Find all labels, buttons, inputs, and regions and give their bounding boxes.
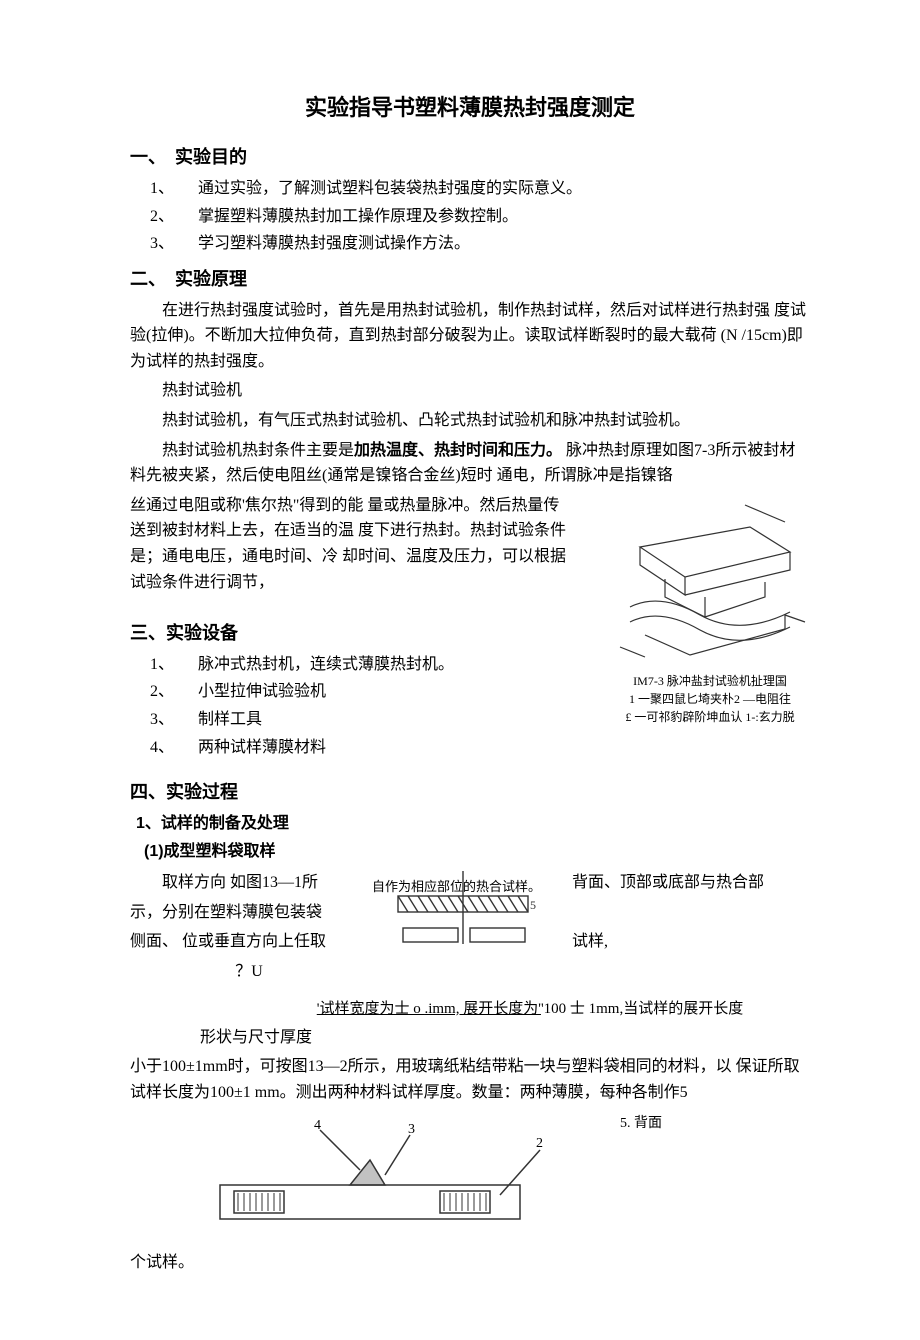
paragraph: 热封试验机 <box>130 378 810 404</box>
paragraph: 在进行热封强度试验时，首先是用热封试验机，制作热封试样，然后对试样进行热封强 度… <box>130 298 810 375</box>
section-4-heading: 四、实验过程 <box>130 778 810 807</box>
sample-strip-icon: 4 3 2 <box>210 1115 550 1235</box>
svg-text:3: 3 <box>408 1122 415 1137</box>
text: 个试样。 <box>130 1250 810 1276</box>
doc-title: 实验指导书塑料薄膜热封强度测定 <box>130 90 810 125</box>
list-num: 1、 <box>150 652 198 678</box>
text: 试样, <box>572 929 810 955</box>
list-num: 2、 <box>150 679 198 705</box>
list-num: 1、 <box>150 176 198 202</box>
mid-text: 自作为相应部位的热合试样。 <box>372 877 562 898</box>
list-num: 4、 <box>150 735 198 761</box>
figure-caption: 5. 背面 <box>620 1113 662 1135</box>
page: 实验指导书塑料薄膜热封强度测定 一、 实验目的 1、通过实验，了解测试塑料包装袋… <box>0 0 920 1340</box>
figure-13-2: 5. 背面 4 3 2 <box>210 1115 810 1244</box>
list-item: 2、掌握塑料薄膜热封加工操作原理及参数控制。 <box>150 204 810 230</box>
figure-caption: IM7-3 脉冲盐封试验机扯理国 <box>610 672 810 690</box>
figure-7-3: IM7-3 脉冲盐封试验机扯理国 1 一聚四鼠匕埼夹朴2 —电阻往 £ 一可祁豹… <box>610 497 810 726</box>
paragraph: 小于100±1mm时，可按图13—2所示，用玻璃纸粘结带粘一块与塑料袋相同的材料… <box>130 1054 810 1105</box>
list-item: 3、学习塑料薄膜热封强度测试操作方法。 <box>150 231 810 257</box>
list-text: 两种试样薄膜材料 <box>198 735 326 761</box>
list-text: 制样工具 <box>198 707 262 733</box>
list-num: 3、 <box>150 707 198 733</box>
subheading: (1)成型塑料袋取样 <box>144 839 810 865</box>
list-item: 1、通过实验，了解测试塑料包装袋热封强度的实际意义。 <box>150 176 810 202</box>
underline-text: .imm, 展开长度为' <box>424 1001 540 1017</box>
svg-text:4: 4 <box>314 1118 321 1133</box>
list-item: 2、小型拉伸试验验机 <box>150 679 600 705</box>
figure-caption: 1 一聚四鼠匕埼夹朴2 —电阻往 <box>610 690 810 708</box>
svg-text:5: 5 <box>530 898 536 912</box>
paragraph: 热封试验机热封条件主要是加热温度、热封时间和压力。 脉冲热封原理如图7-3所示被… <box>130 438 810 489</box>
list-item: 1、脉冲式热封机，连续式薄膜热封机。 <box>150 652 600 678</box>
spec-line: '试样宽度为士 o .imm, 展开长度为''100 士 1mm,当试样的展开长… <box>250 997 810 1021</box>
bold-text: 加热温度、热封时间和压力。 <box>354 442 562 459</box>
text: '100 士 1mm,当试样的展开长度 <box>541 1001 743 1017</box>
text: 热封试验机热封条件主要是 <box>162 442 354 459</box>
list-text: 学习塑料薄膜热封强度测试操作方法。 <box>198 231 470 257</box>
list-text: 脉冲式热封机，连续式薄膜热封机。 <box>198 652 454 678</box>
list-text: 小型拉伸试验验机 <box>198 679 326 705</box>
section-2-heading: 二、 实验原理 <box>130 265 810 294</box>
list-num: 2、 <box>150 204 198 230</box>
wrapped-text-row: 取样方向 如图13—1所 示，分别在塑料薄膜包装袋 侧面、 位或垂直方向上任取 … <box>130 866 810 988</box>
text: 侧面、 位或垂直方向上任取 <box>130 929 368 955</box>
machine-diagram-icon <box>610 497 810 667</box>
text: 示，分别在塑料薄膜包装袋 <box>130 900 368 926</box>
text: 形状与尺寸厚度 <box>200 1025 810 1051</box>
list-item: 4、两种试样薄膜材料 <box>150 735 810 761</box>
figure-13-1: 5 自作为相应部位的热合试样。 <box>368 866 572 927</box>
list-item: 3、制样工具 <box>150 707 600 733</box>
section-1-heading: 一、 实验目的 <box>130 143 810 172</box>
list-text: 通过实验，了解测试塑料包装袋热封强度的实际意义。 <box>198 176 582 202</box>
text: ？U <box>130 959 368 985</box>
text: 示，分别在塑料薄膜包装袋 <box>130 904 322 921</box>
svg-text:2: 2 <box>536 1136 543 1151</box>
figure-caption: £ 一可祁豹辟阶坤血认 1-:玄力脱 <box>610 708 810 726</box>
list-num: 3、 <box>150 231 198 257</box>
subheading: 1、试样的制备及处理 <box>136 811 810 837</box>
paragraph: 热封试验机，有气压式热封试验机、凸轮式热封试验机和脉冲热封试验机。 <box>130 408 810 434</box>
list-text: 掌握塑料薄膜热封加工操作原理及参数控制。 <box>198 204 518 230</box>
text: 背面、顶部或底部与热合部 <box>572 870 810 896</box>
underline-text: '试样宽度为士 o <box>317 1001 425 1017</box>
text: 取样方向 如图13—1所 <box>130 870 368 896</box>
paragraph: 丝通过电阻或称'焦尔热"得到的能 量或热量脉冲。然后热量传送到被封材料上去，在适… <box>130 493 570 595</box>
